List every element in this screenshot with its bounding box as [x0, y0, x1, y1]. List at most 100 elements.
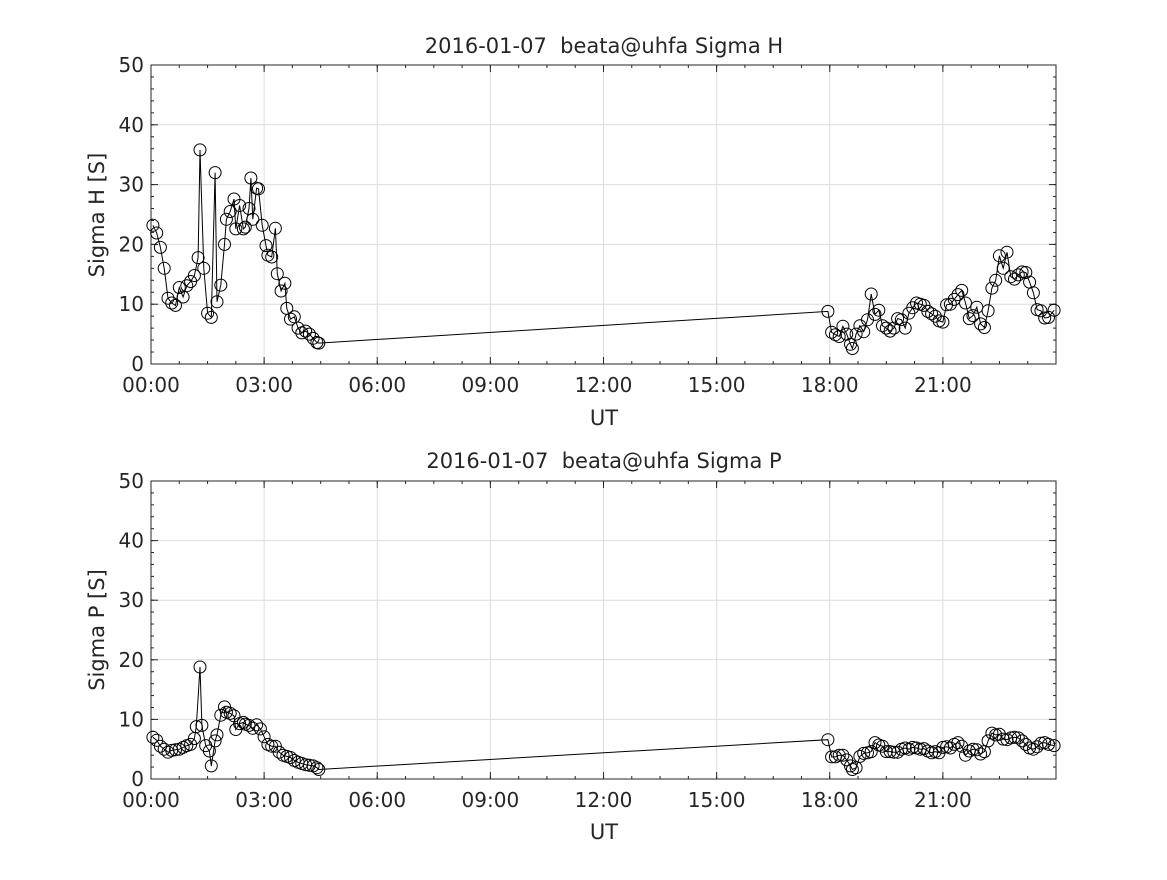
sigma-h-x-tick-label: 21:00: [914, 373, 972, 397]
sigma-p-data-point: [253, 722, 267, 736]
sigma-p-data-point: [208, 734, 222, 748]
sigma-p-data-point: [312, 763, 326, 776]
sigma-h-data-point: [825, 325, 839, 339]
sigma-h-data-point: [270, 267, 284, 281]
sigma-h-data-point: [883, 324, 897, 338]
sigma-p-data-point: [879, 745, 893, 759]
sigma-p-data-point: [1008, 730, 1021, 744]
sigma-h-data-point: [161, 291, 175, 305]
sigma-h-data-point: [210, 295, 224, 309]
sigma-h-data-point: [1015, 265, 1029, 279]
sigma-h-data-point: [1038, 311, 1052, 325]
sigma-h-data-point: [191, 251, 205, 265]
sigma-p-x-tick-label: 00:00: [122, 788, 180, 812]
sigma-h-data-point: [985, 281, 999, 295]
sigma-h-y-tick-label: 30: [119, 173, 144, 197]
sigma-h-data-point: [157, 261, 171, 275]
sigma-p-y-tick-label: 40: [119, 529, 144, 553]
sigma-h-data-point: [1047, 303, 1061, 317]
sigma-h-data-point: [246, 212, 260, 226]
sigma-p-data-point: [887, 745, 901, 759]
sigma-p-data-point: [864, 745, 878, 759]
sigma-p-series-line: [152, 666, 1055, 771]
sigma-p-data-point: [1015, 734, 1029, 748]
sigma-p-data-point: [310, 761, 324, 775]
sigma-h-data-point: [849, 327, 863, 341]
sigma-p-data-point: [302, 758, 316, 772]
sigma-h-data-point: [864, 287, 878, 301]
sigma-h-y-tick-label: 20: [119, 232, 144, 256]
sigma-h-data-point: [1019, 266, 1033, 279]
sigma-p-data-point: [844, 759, 857, 773]
sigma-p-xlabel: UT: [590, 820, 618, 844]
sigma-h-data-point: [857, 325, 871, 339]
sigma-h-data-point: [197, 261, 211, 275]
sigma-p-y-tick-label: 20: [119, 648, 144, 672]
sigma-p-ylabel: Sigma P [S]: [85, 569, 109, 691]
sigma-h-xlabel: UT: [590, 406, 618, 430]
sigma-h-data-point: [284, 312, 297, 326]
sigma-p-data-point: [974, 747, 988, 761]
sigma-h-data-point: [236, 222, 250, 236]
sigma-p-data-point: [836, 748, 850, 762]
sigma-p-data-point: [204, 759, 218, 773]
sigma-p-x-tick-label: 15:00: [688, 788, 746, 812]
sigma-h-panel: 2016-01-07 beata@uhfa Sigma H UT Sigma H…: [85, 34, 1061, 430]
sigma-p-data-point: [272, 745, 286, 759]
sigma-p-data-point: [193, 660, 207, 674]
sigma-p-data-point: [169, 743, 182, 757]
sigma-h-data-point: [1034, 304, 1048, 318]
sigma-p-data-point: [853, 749, 867, 763]
sigma-h-title: 2016-01-07 beata@uhfa Sigma H: [425, 34, 783, 58]
sigma-p-data-point: [195, 718, 209, 732]
sigma-h-data-point: [962, 312, 976, 326]
sigma-h-data-point: [868, 307, 882, 321]
sigma-h-data-point: [1011, 268, 1025, 282]
sigma-h-data-point: [966, 309, 980, 323]
sigma-h-data-point: [992, 249, 1006, 263]
sigma-h-data-point: [153, 240, 167, 254]
sigma-p-x-tick-label: 06:00: [348, 788, 406, 812]
sigma-h-data-point: [274, 284, 288, 298]
sigma-h-data-point: [244, 171, 258, 185]
sigma-h-data-point: [1004, 270, 1018, 284]
sigma-h-data-point: [255, 218, 269, 232]
sigma-p-data-point: [146, 730, 160, 744]
sigma-h-data-point: [977, 321, 991, 334]
sigma-p-axes-box: [150, 480, 1057, 780]
sigma-h-data-point: [268, 221, 282, 235]
sigma-h-data-point: [894, 313, 908, 327]
sigma-h-x-tick-label: 18:00: [801, 373, 859, 397]
sigma-p-data-point: [849, 761, 863, 775]
sigma-h-data-point: [302, 327, 316, 341]
sigma-p-data-point: [832, 748, 846, 762]
sigma-h-data-point: [287, 310, 301, 324]
sigma-h-data-point: [943, 297, 957, 311]
sigma-h-data-point: [925, 307, 939, 321]
sigma-h-data-point: [180, 279, 194, 293]
sigma-p-y-tick-label: 10: [119, 707, 144, 731]
sigma-h-data-point: [1026, 286, 1040, 300]
sigma-h-data-point: [238, 220, 252, 234]
sigma-h-y-tick-label: 0: [131, 352, 144, 376]
sigma-p-data-point: [257, 730, 271, 744]
sigma-h-data-point: [193, 143, 207, 157]
sigma-h-series-line: [152, 149, 1055, 351]
sigma-h-data-point: [1008, 272, 1021, 286]
sigma-p-x-tick-label: 03:00: [235, 788, 293, 812]
sigma-h-x-tick-label: 09:00: [462, 373, 520, 397]
sigma-p-y-tick-label: 50: [119, 469, 144, 493]
sigma-h-y-tick-label: 40: [119, 113, 144, 137]
sigma-p-data-point: [1047, 739, 1061, 753]
sigma-h-x-tick-label: 15:00: [688, 373, 746, 397]
sigma-h-x-tick-label: 03:00: [235, 373, 293, 397]
sigma-h-x-tick-label: 06:00: [348, 373, 406, 397]
sigma-p-data-point: [1034, 736, 1048, 750]
sigma-h-data-point: [872, 303, 886, 317]
sigma-h-data-point: [312, 336, 326, 350]
sigma-h-data-point: [204, 310, 218, 324]
sigma-h-data-point: [252, 182, 265, 196]
sigma-h-data-point: [845, 342, 859, 355]
sigma-h-data-point: [996, 261, 1010, 275]
sigma-p-data-point: [202, 744, 216, 758]
